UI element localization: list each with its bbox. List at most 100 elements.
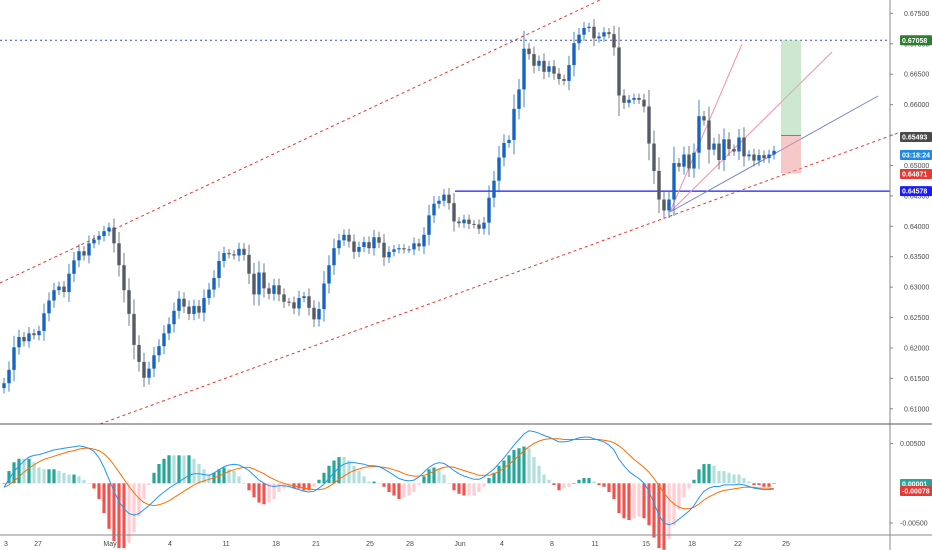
candle-up[interactable] xyxy=(52,290,56,301)
candle-up[interactable] xyxy=(362,242,366,247)
candle-up[interactable] xyxy=(92,239,96,244)
candle-up[interactable] xyxy=(412,243,416,250)
candle-up[interactable] xyxy=(42,313,46,331)
candle-up[interactable] xyxy=(147,368,151,378)
candle-down[interactable] xyxy=(562,79,566,81)
candle-down[interactable] xyxy=(347,234,351,242)
candle-down[interactable] xyxy=(592,26,596,39)
candle-up[interactable] xyxy=(337,240,341,249)
candle-down[interactable] xyxy=(617,47,621,96)
candle-up[interactable] xyxy=(427,215,431,235)
candle-up[interactable] xyxy=(77,251,81,261)
candle-down[interactable] xyxy=(742,137,746,157)
candle-down[interactable] xyxy=(232,254,236,256)
candle-down[interactable] xyxy=(117,243,121,266)
candle-up[interactable] xyxy=(497,157,501,181)
candle-down[interactable] xyxy=(277,285,281,295)
candle-down[interactable] xyxy=(647,106,651,144)
candle-down[interactable] xyxy=(477,224,481,229)
candle-up[interactable] xyxy=(627,99,631,103)
candle-up[interactable] xyxy=(37,330,41,336)
candle-up[interactable] xyxy=(747,154,751,157)
candle-up[interactable] xyxy=(302,296,306,299)
candle-up[interactable] xyxy=(487,197,491,223)
candle-down[interactable] xyxy=(262,272,266,289)
candle-up[interactable] xyxy=(392,249,396,252)
candle-up[interactable] xyxy=(407,249,411,251)
candle-up[interactable] xyxy=(172,310,176,325)
loss-zone[interactable] xyxy=(781,135,801,174)
candle-down[interactable] xyxy=(732,149,736,152)
candle-down[interactable] xyxy=(622,95,626,103)
profit-zone[interactable] xyxy=(781,40,801,136)
candle-up[interactable] xyxy=(757,155,761,161)
candle-down[interactable] xyxy=(652,143,656,171)
candle-up[interactable] xyxy=(87,243,91,256)
candle-down[interactable] xyxy=(292,302,296,309)
candle-down[interactable] xyxy=(452,203,456,222)
candle-up[interactable] xyxy=(217,260,221,279)
candle-up[interactable] xyxy=(667,199,671,211)
candle-up[interactable] xyxy=(357,246,361,252)
candle-up[interactable] xyxy=(547,66,551,72)
macd-pane[interactable] xyxy=(2,430,776,550)
candle-down[interactable] xyxy=(352,241,356,252)
candle-up[interactable] xyxy=(27,333,31,342)
candle-up[interactable] xyxy=(572,43,576,66)
candle-up[interactable] xyxy=(737,137,741,152)
candle-up[interactable] xyxy=(272,285,276,294)
candle-up[interactable] xyxy=(587,26,591,28)
candle-down[interactable] xyxy=(542,60,546,72)
candle-up[interactable] xyxy=(442,194,446,201)
candle-up[interactable] xyxy=(632,97,636,100)
candle-down[interactable] xyxy=(642,99,646,107)
candle-down[interactable] xyxy=(402,248,406,250)
candle-down[interactable] xyxy=(657,170,661,200)
candle-up[interactable] xyxy=(102,231,106,237)
candle-down[interactable] xyxy=(762,155,766,159)
candle-down[interactable] xyxy=(182,298,186,307)
candle-up[interactable] xyxy=(437,200,441,204)
candle-up[interactable] xyxy=(192,305,196,314)
candle-down[interactable] xyxy=(612,34,616,48)
candle-up[interactable] xyxy=(577,34,581,44)
candle-down[interactable] xyxy=(267,288,271,294)
candle-down[interactable] xyxy=(727,139,731,150)
candle-down[interactable] xyxy=(447,194,451,204)
candle-up[interactable] xyxy=(17,337,21,348)
candle-up[interactable] xyxy=(537,60,541,66)
candle-down[interactable] xyxy=(112,227,116,244)
candle-up[interactable] xyxy=(597,36,601,39)
candle-up[interactable] xyxy=(387,251,391,258)
candle-up[interactable] xyxy=(492,180,496,198)
candle-up[interactable] xyxy=(157,346,161,356)
candle-up[interactable] xyxy=(697,116,701,153)
candle-up[interactable] xyxy=(7,369,11,384)
candle-down[interactable] xyxy=(417,243,421,247)
candle-down[interactable] xyxy=(142,361,146,378)
candle-down[interactable] xyxy=(472,223,476,225)
candle-up[interactable] xyxy=(767,154,771,159)
candle-up[interactable] xyxy=(47,300,51,314)
candle-down[interactable] xyxy=(377,237,381,243)
candle-down[interactable] xyxy=(137,344,141,362)
candle-down[interactable] xyxy=(527,48,531,55)
candle-down[interactable] xyxy=(132,313,136,345)
candle-down[interactable] xyxy=(637,97,641,100)
candle-down[interactable] xyxy=(82,251,86,256)
candle-down[interactable] xyxy=(752,154,756,161)
candle-up[interactable] xyxy=(567,65,571,81)
candle-down[interactable] xyxy=(532,54,536,66)
candle-up[interactable] xyxy=(772,150,776,155)
candle-down[interactable] xyxy=(552,66,556,74)
candle-down[interactable] xyxy=(457,221,461,224)
candle-up[interactable] xyxy=(512,108,516,140)
candle-down[interactable] xyxy=(467,219,471,224)
candle-down[interactable] xyxy=(312,307,316,320)
candle-down[interactable] xyxy=(127,290,131,314)
candle-down[interactable] xyxy=(247,254,251,274)
candle-up[interactable] xyxy=(167,324,171,334)
candle-up[interactable] xyxy=(57,286,61,291)
candle-up[interactable] xyxy=(682,154,686,167)
candle-up[interactable] xyxy=(517,89,521,109)
